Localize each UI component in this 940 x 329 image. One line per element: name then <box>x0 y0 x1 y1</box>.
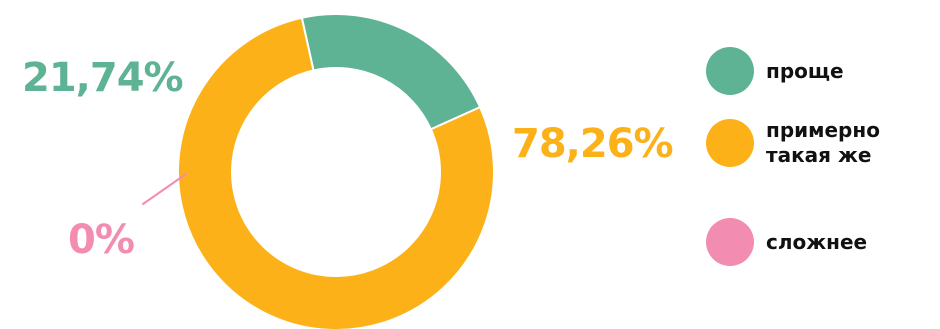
leader-line-zero <box>142 173 187 205</box>
legend-label-slozhnee: сложнее <box>766 229 868 254</box>
legend: проще примерно такая же сложнее <box>706 0 940 329</box>
legend-item-primerno-takaya-zhe: примерно такая же <box>706 118 880 168</box>
legend-label-primerno-takaya-zhe: примерно такая же <box>766 118 880 167</box>
slice-proshe <box>300 13 482 131</box>
slice-primerno-takaya-zhe <box>177 16 495 329</box>
legend-item-proshe: проще <box>706 47 844 95</box>
legend-swatch-proshe <box>706 47 754 95</box>
slice-label-proshe: 21,74% <box>22 55 184 101</box>
legend-swatch-primerno-takaya-zhe <box>706 119 754 167</box>
legend-swatch-slozhnee <box>706 218 754 266</box>
legend-item-slozhnee: сложнее <box>706 218 867 266</box>
slice-label-slozhnee: 0% <box>68 217 135 263</box>
slice-label-primerno-takaya-zhe: 78,26% <box>512 121 674 167</box>
legend-label-proshe: проще <box>766 58 844 83</box>
